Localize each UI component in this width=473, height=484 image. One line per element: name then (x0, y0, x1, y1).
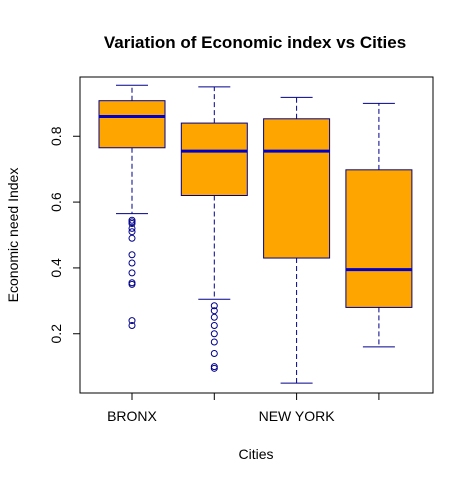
x-tick-label: NEW YORK (259, 408, 336, 424)
box-bronx (98, 84, 166, 330)
box-brooklyn (180, 86, 248, 372)
iqr-box (98, 100, 166, 149)
outlier-point (210, 313, 218, 321)
y-tick-label: 0.8 (48, 126, 64, 146)
outlier-point (210, 350, 218, 357)
outlier-point (210, 364, 218, 372)
outlier-point (210, 302, 218, 310)
iqr-box (180, 122, 248, 196)
y-tick-label: 0.2 (48, 324, 64, 344)
x-tick-label: BRONX (107, 408, 157, 424)
outlier-point (128, 317, 136, 325)
outlier-point (128, 259, 136, 267)
outlier-point (128, 269, 136, 277)
x-axis: BRONX NEW YORK (107, 392, 380, 424)
boxes (98, 84, 413, 384)
outlier-point (210, 330, 218, 338)
outlier-point (210, 307, 218, 315)
outlier-point (128, 280, 136, 288)
outlier-point (128, 219, 136, 227)
y-tick-label: 0.6 (48, 192, 64, 212)
iqr-box (345, 169, 413, 308)
outlier-point (128, 251, 136, 259)
outlier-point (128, 228, 136, 236)
outlier-point (210, 322, 218, 330)
chart-title: Variation of Economic index vs Cities (104, 33, 406, 52)
iqr-box (263, 118, 331, 259)
outlier-point (128, 234, 136, 242)
box-queens (345, 102, 413, 348)
y-axis: 0.2 0.4 0.6 0.8 (48, 126, 81, 344)
outlier-point (210, 338, 218, 346)
y-tick-label: 0.4 (48, 258, 64, 278)
outlier-point (128, 224, 136, 232)
outlier-point (128, 322, 136, 330)
y-axis-label: Economic need Index (5, 168, 21, 303)
box-new-york (263, 96, 331, 384)
x-axis-label: Cities (238, 446, 273, 462)
